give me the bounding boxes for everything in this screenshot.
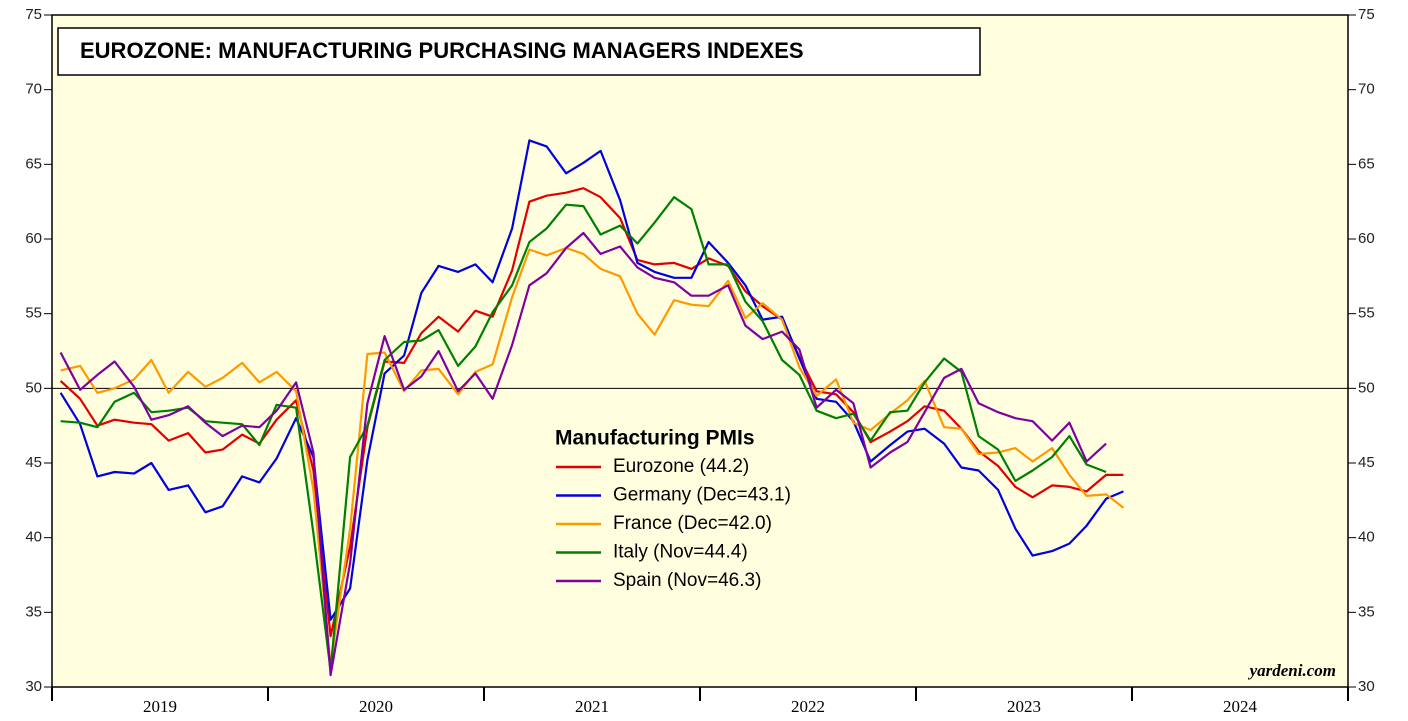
x-tick-label: 2021	[575, 697, 609, 716]
y-tick-label: 45	[25, 454, 42, 471]
y2-tick-label: 45	[1358, 454, 1375, 471]
legend-label: France (Dec=42.0)	[613, 513, 772, 534]
y-tick-label: 70	[25, 81, 42, 98]
legend-title: Manufacturing PMIs	[555, 427, 755, 450]
series-line	[59, 139, 1124, 621]
series-line	[60, 246, 1125, 666]
series-line	[59, 187, 1124, 638]
y2-tick-label: 60	[1358, 230, 1375, 247]
x-tick-label: 2022	[791, 697, 825, 716]
x-tick-label: 2024	[1223, 697, 1258, 716]
x-tick-label: 2023	[1007, 697, 1041, 716]
y2-tick-label: 55	[1358, 305, 1375, 322]
y-tick-label: 40	[25, 529, 42, 546]
y-tick-label: 30	[25, 678, 42, 695]
x-tick-label: 2019	[143, 697, 177, 716]
source: yardeni.com	[1248, 661, 1336, 680]
y2-tick-label: 40	[1358, 529, 1375, 546]
y2-tick-label: 35	[1358, 603, 1375, 620]
y-tick-label: 75	[25, 6, 42, 23]
legend-label: Spain (Nov=46.3)	[613, 570, 761, 591]
legend-label: Germany (Dec=43.1)	[613, 485, 791, 506]
y2-tick-label: 50	[1358, 379, 1375, 396]
y-tick-label: 65	[25, 155, 42, 172]
y2-tick-label: 75	[1358, 6, 1375, 23]
y-tick-label: 50	[25, 379, 42, 396]
y-tick-label: 60	[25, 230, 42, 247]
x-tick-label: 2020	[359, 697, 393, 716]
y2-tick-label: 30	[1358, 678, 1375, 695]
plot-area	[51, 14, 1349, 688]
y-tick-label: 35	[25, 603, 42, 620]
y-tick-label: 55	[25, 305, 42, 322]
title-box	[57, 27, 981, 76]
legend-label: Italy (Nov=44.4)	[613, 542, 748, 563]
chart-title: EUROZONE: MANUFACTURING PURCHASING MANAG…	[80, 38, 804, 63]
series-line	[59, 231, 1107, 677]
legend-label: Eurozone (44.2)	[613, 456, 749, 477]
y2-tick-label: 70	[1358, 81, 1375, 98]
series-line	[60, 196, 1107, 672]
y2-tick-label: 65	[1358, 155, 1375, 172]
